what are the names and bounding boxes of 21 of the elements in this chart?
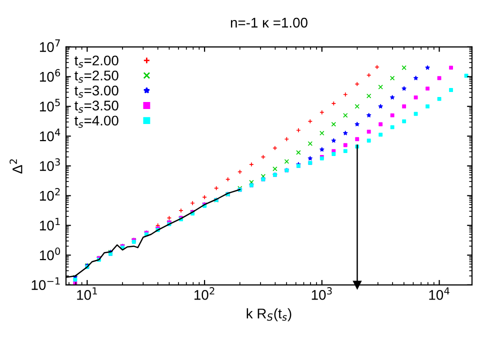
- y-tick-label: 10$^{5}$: [40, 98, 60, 112]
- y-tick-label: 10$^{2}$: [40, 188, 60, 201]
- chart-title: n=-1 κ =1.00: [230, 18, 308, 28]
- x-tick-label: 10$^{1}$: [77, 287, 97, 300]
- x-tick-label: 10$^{4}$: [429, 287, 450, 300]
- legend-label: t$_{s}$=3.50: [74, 100, 118, 113]
- y-tick-label: 10$^{7}$: [40, 39, 60, 52]
- y-axis-title: Δ$^{2}$: [10, 159, 22, 174]
- legend-label: t$_{s}$=2.50: [74, 70, 118, 83]
- legend-label: t$_{s}$=2.00: [74, 56, 118, 68]
- x-tick-label: 10$^{3}$: [312, 287, 332, 300]
- legend-label: t$_{s}$=3.00: [74, 86, 118, 98]
- y-tick-label: 10$^{1}$: [40, 218, 60, 230]
- x-axis-title: k R$_{S}$(t$_{s}$): [246, 308, 292, 322]
- y-tick-label: 10$^{4}$: [40, 128, 60, 142]
- legend-label: t$_{s}$=4.00: [74, 116, 118, 128]
- x-tick-label: 10$^{2}$: [194, 287, 214, 300]
- y-tick-label: 10$^{3}$: [40, 158, 60, 171]
- y-tick-label: 10$^{0}$: [40, 248, 60, 260]
- y-tick-label: 10$^{−1}$: [32, 277, 60, 290]
- y-tick-label: 10$^{6}$: [40, 69, 60, 82]
